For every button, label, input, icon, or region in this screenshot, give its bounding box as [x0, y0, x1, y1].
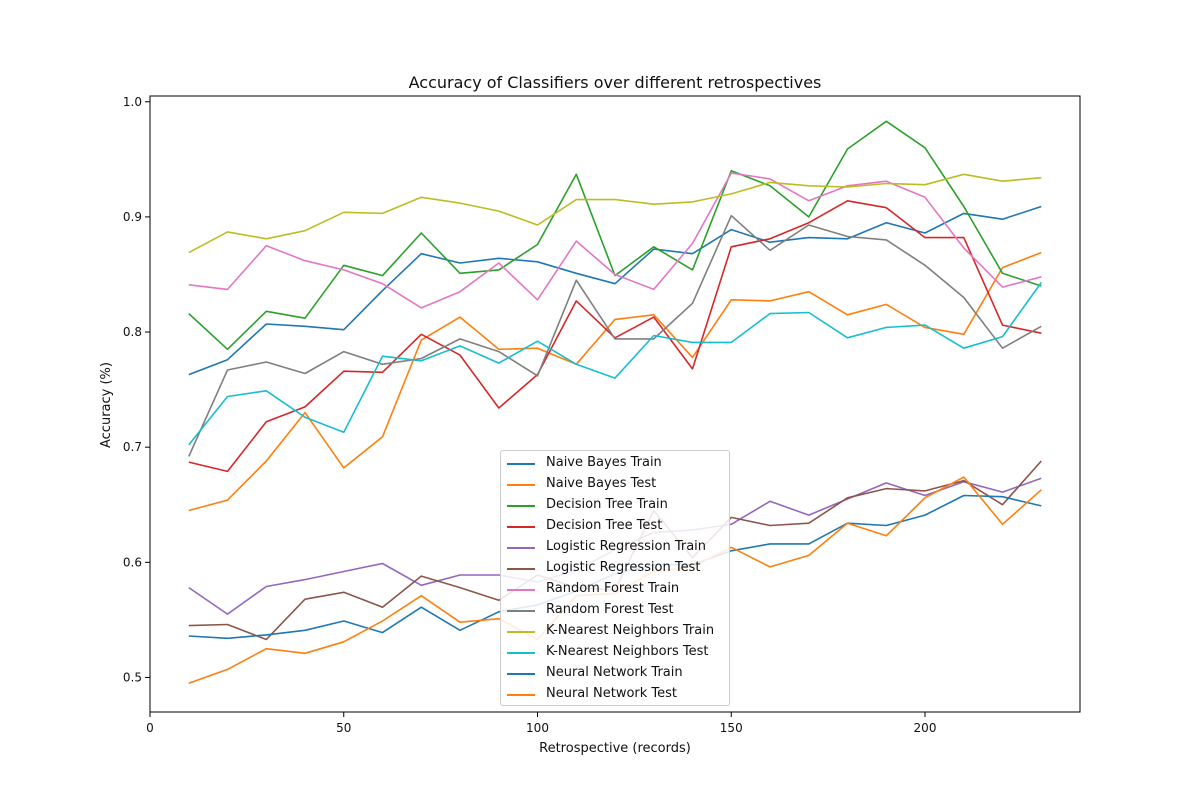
y-tick-label: 0.6 — [123, 555, 142, 569]
legend-item: Neural Network Train — [501, 663, 729, 684]
y-axis: 0.5 0.6 0.7 0.8 0.9 1.0 — [123, 95, 150, 684]
legend-item: Neural Network Test — [501, 684, 729, 705]
x-tick-label: 200 — [914, 721, 937, 735]
x-tick-label: 0 — [146, 721, 154, 735]
legend-item: Logistic Regression Test — [501, 558, 729, 579]
legend-swatch — [507, 673, 535, 675]
legend-label: Random Forest Test — [546, 602, 674, 617]
legend-label: Decision Tree Test — [546, 518, 663, 533]
legend-swatch — [507, 526, 535, 528]
legend-label: K-Nearest Neighbors Test — [546, 644, 709, 659]
series-line-9 — [188, 282, 1042, 446]
legend-item: Random Forest Test — [501, 600, 729, 621]
y-tick-label: 0.8 — [123, 325, 142, 339]
legend-swatch — [507, 694, 535, 696]
series-line-1 — [188, 251, 1042, 512]
series-line-7 — [188, 214, 1042, 457]
series-line-0 — [188, 205, 1042, 376]
chart-title: Accuracy of Classifiers over different r… — [409, 73, 822, 92]
legend-label: Neural Network Test — [546, 686, 678, 701]
legend-item: Random Forest Train — [501, 579, 729, 600]
legend-label: Neural Network Train — [546, 665, 683, 680]
legend-label: Naive Bayes Test — [546, 476, 657, 491]
legend-label: Decision Tree Train — [546, 497, 668, 512]
legend-swatch — [507, 505, 535, 507]
legend-label: Random Forest Train — [546, 581, 680, 596]
x-tick-label: 100 — [526, 721, 549, 735]
y-tick-label: 0.7 — [123, 440, 142, 454]
x-axis-label: Retrospective (records) — [539, 741, 691, 756]
legend-swatch — [507, 589, 535, 591]
legend-item: K-Nearest Neighbors Test — [501, 642, 729, 663]
legend-item: Naive Bayes Test — [501, 474, 729, 495]
x-tick-label: 150 — [720, 721, 743, 735]
legend-swatch — [507, 631, 535, 633]
plot-area — [149, 95, 1081, 713]
x-axis: 0 50 100 150 200 — [146, 712, 936, 735]
legend-swatch — [507, 463, 535, 465]
legend-item: Decision Tree Train — [501, 495, 729, 516]
series-line-8 — [188, 173, 1042, 254]
y-axis-label: Accuracy (%) — [99, 362, 114, 448]
legend-swatch — [507, 547, 535, 549]
series-line-3 — [188, 200, 1042, 473]
legend-item: Naive Bayes Train — [501, 453, 729, 474]
legend-label: Naive Bayes Train — [546, 455, 662, 470]
legend: Naive Bayes Train Naive Bayes Test Decisio… — [500, 450, 730, 706]
legend-swatch — [507, 610, 535, 612]
legend-item: K-Nearest Neighbors Train — [501, 621, 729, 642]
legend-label: K-Nearest Neighbors Train — [546, 623, 715, 638]
y-tick-label: 0.9 — [123, 210, 142, 224]
y-tick-label: 0.5 — [123, 670, 142, 684]
x-tick-label: 50 — [336, 721, 351, 735]
legend-swatch — [507, 568, 535, 570]
series-line-2 — [188, 120, 1042, 351]
legend-swatch — [507, 652, 535, 654]
legend-label: Logistic Regression Train — [546, 539, 707, 554]
legend-item: Logistic Regression Train — [501, 537, 729, 558]
legend-item: Decision Tree Test — [501, 516, 729, 537]
legend-swatch — [507, 484, 535, 486]
y-tick-label: 1.0 — [123, 95, 142, 109]
plot-frame — [149, 95, 1081, 713]
legend-label: Logistic Regression Test — [546, 560, 701, 575]
series-line-6 — [188, 172, 1042, 309]
